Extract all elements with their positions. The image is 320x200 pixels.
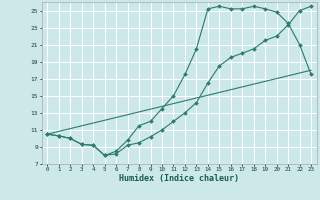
X-axis label: Humidex (Indice chaleur): Humidex (Indice chaleur) (119, 174, 239, 183)
